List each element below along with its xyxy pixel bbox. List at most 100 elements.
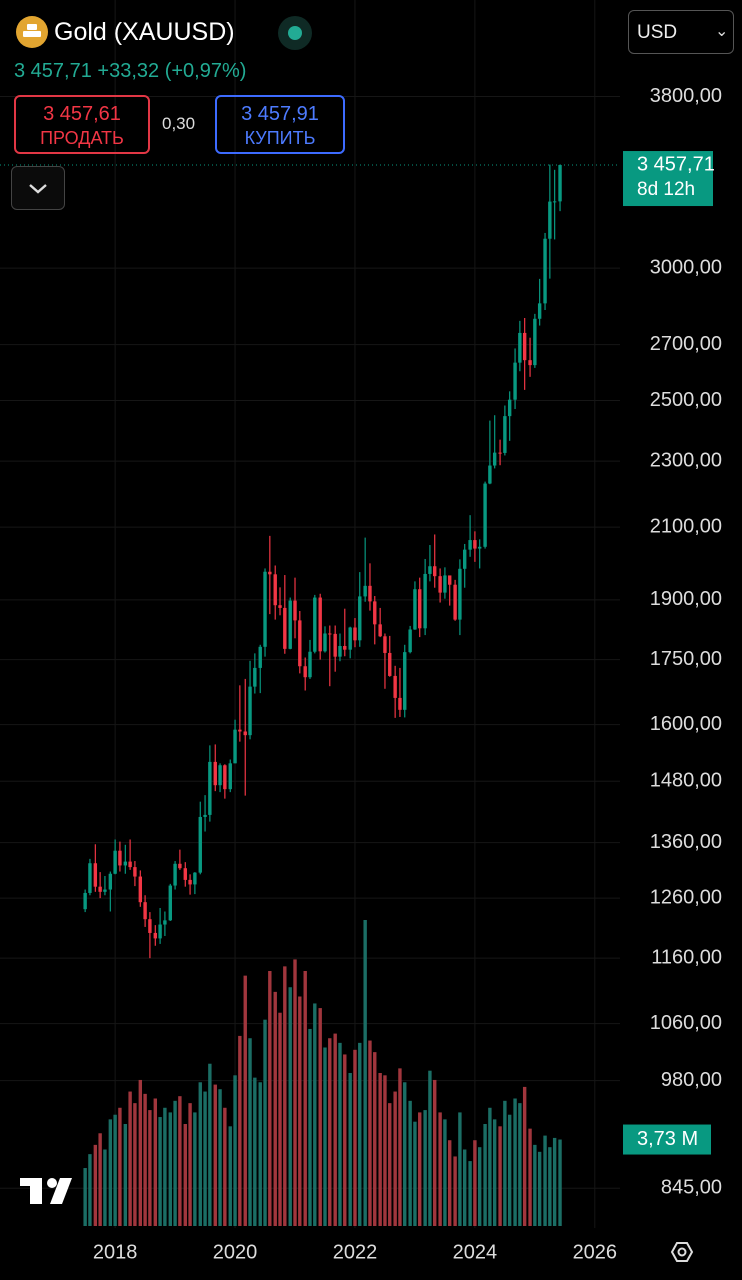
- candle-body: [528, 360, 532, 366]
- y-tick-label: 2700,00: [650, 333, 722, 355]
- candle-body: [278, 605, 282, 608]
- volume-bar: [238, 1035, 242, 1226]
- candle-body: [488, 465, 492, 484]
- candle-body: [113, 850, 117, 874]
- volume-bar: [373, 1052, 377, 1226]
- settings-icon-center: [677, 1247, 687, 1257]
- volume-bar: [173, 1100, 177, 1226]
- volume-bar: [333, 1033, 337, 1226]
- candle-body: [348, 627, 352, 650]
- candle-body: [198, 816, 202, 873]
- candle-body: [148, 919, 152, 933]
- sell-price: 3 457,61: [43, 103, 121, 125]
- logo-part: [47, 1178, 57, 1188]
- y-tick-label: 3000,00: [650, 256, 722, 278]
- candle-body: [343, 646, 347, 650]
- candle-body: [238, 729, 242, 732]
- volume-bar: [198, 1082, 202, 1226]
- volume-bar: [128, 1091, 132, 1226]
- market-status: [278, 16, 312, 50]
- volume-bar: [343, 1054, 347, 1226]
- currency: USD: [637, 22, 678, 43]
- candle-body: [498, 452, 502, 454]
- candle-body: [363, 585, 367, 597]
- dropdown-arrow: ⌄: [715, 23, 729, 40]
- y-tick-label: 1480,00: [650, 770, 722, 792]
- buy-button[interactable]: 3 457,91 КУПИТЬ: [215, 95, 345, 154]
- candle-body: [328, 633, 332, 635]
- symbol-title: Gold (XAUUSD): [54, 18, 235, 46]
- candle-body: [253, 667, 257, 687]
- candle-body: [413, 589, 417, 630]
- volume-bar: [213, 1084, 217, 1226]
- candle-body: [218, 765, 222, 786]
- volume-bar: [298, 996, 302, 1226]
- candle-body: [258, 646, 262, 668]
- candle-body: [138, 876, 143, 903]
- y-tick-label: 3800,00: [650, 85, 722, 107]
- last-price: 3 457,71: [14, 60, 92, 82]
- y-tick-label: 980,00: [661, 1069, 722, 1091]
- volume-bar: [353, 1049, 357, 1226]
- volume-bar: [537, 1151, 542, 1226]
- volume-bar: [193, 1112, 197, 1226]
- last-price-label: 3 457,71: [637, 153, 715, 175]
- candle-body: [378, 624, 382, 637]
- volume-bar: [103, 1149, 107, 1226]
- volume-bar: [318, 1008, 322, 1226]
- gold-logo: [16, 16, 48, 48]
- sell-button[interactable]: 3 457,61 ПРОДАТЬ: [14, 95, 150, 154]
- candle-body: [208, 761, 212, 815]
- collapse-button[interactable]: [11, 166, 65, 210]
- volume-bar: [473, 1140, 477, 1226]
- volume-bar: [552, 1137, 557, 1226]
- volume-bar: [433, 1079, 437, 1226]
- volume-bar: [528, 1128, 532, 1226]
- volume-bar: [88, 1154, 92, 1226]
- candle-body: [303, 666, 307, 678]
- volume-bar: [223, 1107, 227, 1226]
- volume-bar: [448, 1140, 452, 1226]
- candle-body: [233, 729, 237, 764]
- volume-bar: [403, 1082, 407, 1226]
- candle-body: [533, 318, 537, 366]
- candle-body: [88, 863, 92, 893]
- candle-body: [507, 399, 512, 417]
- candle-body: [248, 686, 252, 736]
- candle-body: [548, 201, 552, 239]
- candle-body: [558, 165, 562, 202]
- volume-bar: [168, 1112, 172, 1226]
- volume-bar: [468, 1161, 472, 1226]
- buy-price: 3 457,91: [241, 103, 319, 125]
- candle-body: [153, 932, 157, 939]
- candle-body: [503, 416, 507, 453]
- volume-bar: [163, 1107, 167, 1226]
- candle-body: [273, 574, 277, 606]
- volume-bar: [533, 1144, 537, 1226]
- candle-body: [448, 575, 452, 585]
- candle-body: [522, 332, 527, 361]
- volume-bar: [348, 1073, 352, 1226]
- candle-body: [223, 765, 227, 790]
- volume-bar: [203, 1091, 207, 1226]
- candle-body: [98, 886, 102, 892]
- candle-body: [213, 761, 217, 786]
- y-tick-label: 2100,00: [650, 515, 722, 537]
- candle-body: [438, 576, 442, 593]
- volume-bar: [418, 1112, 422, 1226]
- candle-body: [298, 620, 302, 667]
- currency-select[interactable]: USD ⌄: [628, 10, 734, 54]
- x-tick-label: 2018: [93, 1241, 138, 1263]
- candle-body: [313, 597, 317, 652]
- candle-body: [552, 201, 557, 203]
- candle-body: [463, 549, 467, 569]
- gold-bar-icon: [27, 24, 37, 30]
- candle-body: [128, 861, 132, 868]
- logo-part: [50, 1178, 72, 1204]
- candle-body: [193, 872, 197, 885]
- candle-body: [473, 540, 477, 549]
- volume-bar: [558, 1139, 562, 1226]
- volume-bar: [423, 1110, 427, 1226]
- volume-bar: [248, 1038, 252, 1226]
